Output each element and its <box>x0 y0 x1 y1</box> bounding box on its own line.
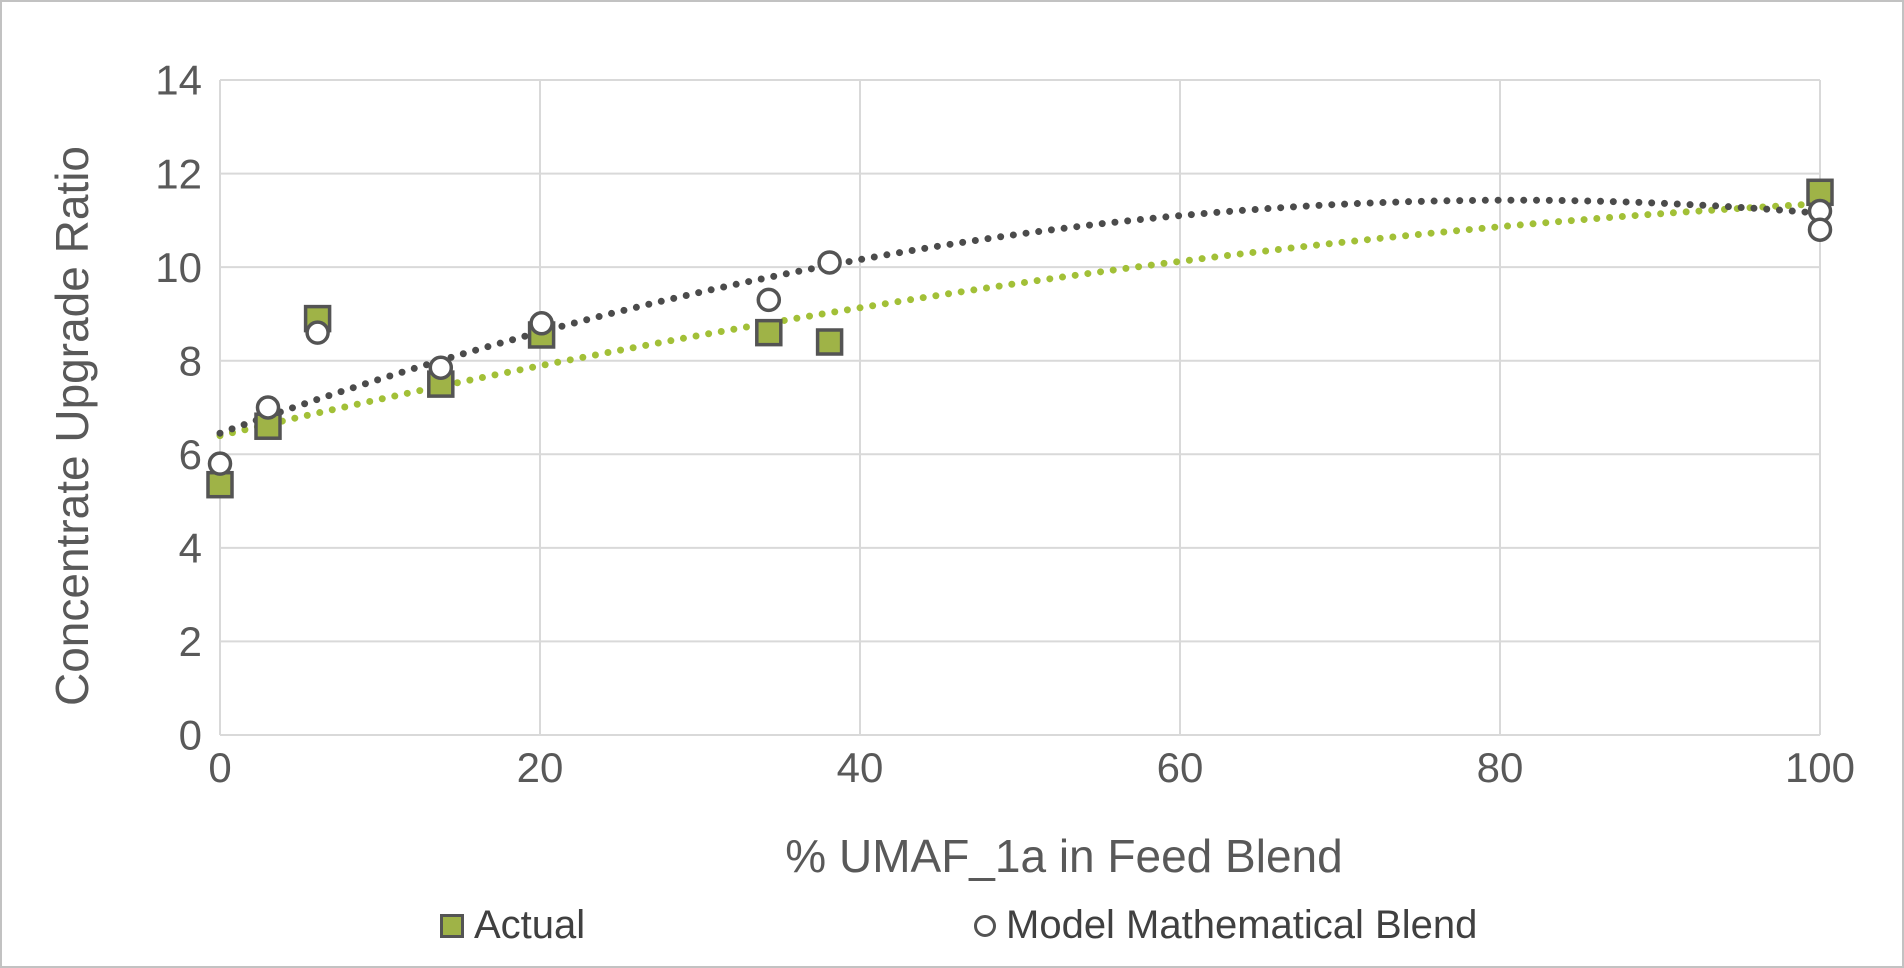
y-tick-label: 8 <box>179 337 202 384</box>
trendline-dotted <box>216 196 1824 437</box>
trendline-dotted <box>216 200 1824 440</box>
legend-label-actual: Actual <box>474 903 586 947</box>
y-axis-title: Concentrate Upgrade Ratio <box>46 146 98 706</box>
data-point-circle <box>207 451 233 476</box>
data-point-circle <box>428 355 454 380</box>
data-point-square <box>815 328 844 356</box>
square-marker-icon <box>440 913 464 938</box>
y-tick-label: 10 <box>155 244 202 291</box>
legend-item-actual: Actual <box>440 903 585 948</box>
x-tick-label: 20 <box>517 744 564 791</box>
data-point-circle <box>756 287 782 313</box>
data-point-circle <box>255 395 281 420</box>
x-tick-label: 100 <box>1785 744 1855 791</box>
y-tick-label: 12 <box>155 150 202 197</box>
x-tick-label: 40 <box>837 744 884 791</box>
data-point-square <box>755 318 783 347</box>
y-tick-label: 2 <box>179 618 202 665</box>
x-tick-label: 60 <box>1157 744 1204 791</box>
y-tick-label: 4 <box>179 525 202 572</box>
data-point-square <box>206 470 234 499</box>
x-tick-label: 0 <box>208 744 231 791</box>
chart-legend: Actual Model Mathematical Blend <box>2 903 1902 953</box>
data-point-square <box>254 412 282 440</box>
x-axis-title: % UMAF_1a in Feed Blend <box>785 830 1343 882</box>
circle-marker-icon <box>974 914 996 937</box>
y-tick-label: 14 <box>155 57 202 104</box>
x-tick-label: 80 <box>1477 744 1524 791</box>
legend-item-model: Model Mathematical Blend <box>974 903 1477 948</box>
data-point-circle <box>305 320 330 345</box>
y-tick-label: 0 <box>179 712 202 759</box>
data-point-circle <box>1807 217 1833 242</box>
legend-label-model: Model Mathematical Blend <box>1006 903 1478 947</box>
y-tick-label: 6 <box>179 431 202 478</box>
data-point-circle <box>529 311 554 336</box>
data-point-circle <box>817 250 842 275</box>
